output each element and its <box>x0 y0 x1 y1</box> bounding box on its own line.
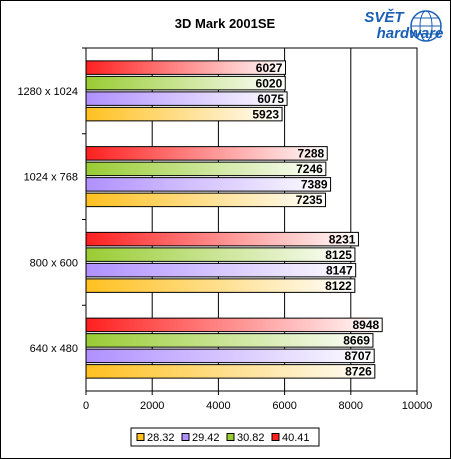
bar <box>85 231 359 247</box>
site-logo: SVĚT hardware <box>364 8 443 42</box>
y-tick-label: 1024 x 768 <box>24 172 78 184</box>
bar <box>85 60 286 75</box>
legend-swatch <box>271 433 280 441</box>
y-tick-label: 1280 x 1024 <box>17 86 78 98</box>
bar-value-label: 6075 <box>257 92 284 106</box>
bar <box>85 247 356 262</box>
bar-value-label: 5923 <box>252 107 279 121</box>
bar-value-label: 8125 <box>325 248 352 262</box>
bar <box>85 262 357 278</box>
bar <box>85 192 326 208</box>
legend-swatch <box>136 433 145 441</box>
bar-value-label: 6020 <box>256 76 283 90</box>
legend: 28.32 29.42 30.82 40.41 <box>130 427 320 447</box>
bar-value-label: 7288 <box>298 147 325 161</box>
bar-value-label: 7389 <box>301 178 328 192</box>
bar-value-label: 7246 <box>296 162 323 176</box>
legend-label: 40.41 <box>282 432 310 444</box>
bar <box>85 161 327 177</box>
bar-value-label: 8707 <box>344 349 371 363</box>
bar <box>85 106 283 122</box>
chart-title: 3D Mark 2001SE <box>175 16 276 31</box>
bar-value-label: 8669 <box>343 334 370 348</box>
x-tick-label: 8000 <box>339 400 363 412</box>
bar-value-label: 8122 <box>325 279 352 293</box>
legend-box <box>130 427 320 447</box>
x-tick-label: 6000 <box>272 400 296 412</box>
x-tick-label: 2000 <box>140 400 164 412</box>
bar <box>85 333 374 348</box>
bar-value-label: 7235 <box>296 193 323 207</box>
y-tick-label: 800 x 600 <box>30 257 78 269</box>
legend-swatch <box>226 433 235 441</box>
bar <box>85 348 375 364</box>
bar-value-label: 8231 <box>329 232 356 246</box>
x-tick-label: 10000 <box>402 400 433 412</box>
x-tick-label: 4000 <box>206 400 230 412</box>
logo-text-top: SVĚT <box>364 8 405 26</box>
bar-value-label: 8726 <box>345 365 372 379</box>
bar <box>85 317 383 333</box>
y-tick-label: 640 x 480 <box>30 343 78 355</box>
legend-swatch <box>181 433 190 441</box>
axes: 0 2000 4000 6000 8000 10000 1280 x 1024 1024 x … <box>17 47 433 412</box>
legend-label: 28.32 <box>147 432 175 444</box>
bar <box>85 177 332 192</box>
logo-text-bottom: hardware <box>377 25 444 42</box>
bar <box>85 75 286 91</box>
bar <box>85 278 356 293</box>
bar-value-label: 8948 <box>352 318 379 332</box>
legend-label: 30.82 <box>237 432 265 444</box>
bar-value-label: 6027 <box>256 61 283 75</box>
bar <box>85 146 328 161</box>
bar-value-label: 8147 <box>326 263 353 277</box>
bar <box>85 91 288 106</box>
bar <box>85 364 376 379</box>
legend-label: 29.42 <box>192 432 220 444</box>
x-tick-label: 0 <box>83 400 89 412</box>
